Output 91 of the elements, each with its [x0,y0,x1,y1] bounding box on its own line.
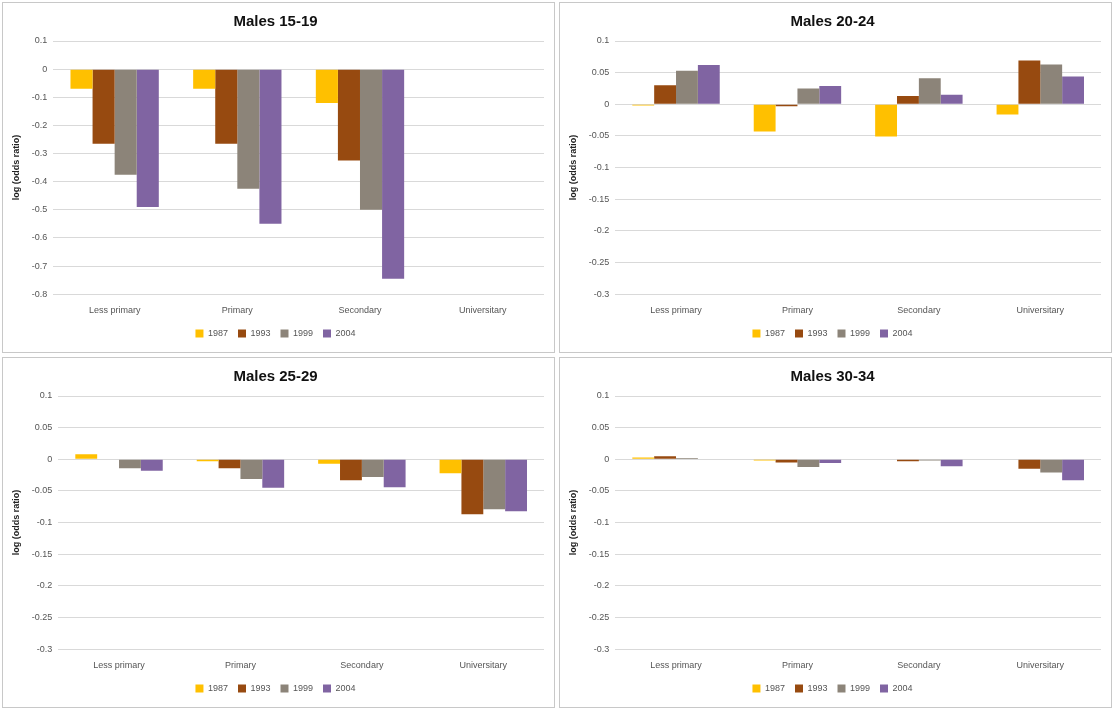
y-axis-title: log (odds ratio) [10,489,21,556]
x-tick-label: Less primary [650,305,703,316]
y-tick-label: 0.05 [591,67,610,78]
y-tick-label: -0.1 [31,91,48,102]
y-tick-label: -0.6 [31,232,48,243]
y-tick-label: -0.3 [36,643,53,654]
bar [1018,60,1041,104]
bar [1040,64,1063,104]
y-tick-label: 0.1 [596,390,610,401]
y-tick-label: -0.1 [36,517,53,528]
x-tick-label: Primary [221,305,254,316]
x-tick-label: Less primary [650,660,703,671]
bar [753,104,776,132]
legend-label: 2004 [335,327,356,338]
y-tick-label: -0.2 [593,580,610,591]
y-axis-title: log (odds ratio) [567,134,578,201]
y-tick-label: -0.4 [31,176,48,187]
y-tick-label: -0.15 [31,548,53,559]
chart-title: Males 30-34 [790,367,876,385]
legend-label: 1993 [250,682,271,693]
bar [819,85,842,104]
y-tick-label: 0.1 [34,35,48,46]
x-tick-label: Primary [781,660,814,671]
x-tick-label: Secondary [338,305,382,316]
y-axis-title: log (odds ratio) [567,489,578,556]
y-tick-label: -0.8 [31,288,48,299]
y-tick-label: 0.1 [39,390,53,401]
y-tick-label: 0 [42,63,48,74]
x-tick-label: Universitary [459,660,508,671]
legend-label: 1987 [207,327,228,338]
y-tick-label: -0.3 [593,643,610,654]
legend-label: 1999 [850,327,871,338]
chart-title: Males 15-19 [233,12,318,30]
y-tick-label: 0 [47,453,53,464]
x-tick-label: Universitary [458,305,507,316]
legend-label: 2004 [892,327,913,338]
bar [897,96,919,104]
bar [918,78,941,104]
y-tick-label: -0.2 [593,225,610,236]
legend-label: 1993 [250,327,271,338]
legend-label: 1999 [850,682,871,693]
bar [940,94,963,104]
x-tick-label: Primary [781,305,814,316]
legend-label: 2004 [892,682,913,693]
y-tick-label: -0.2 [31,119,48,130]
y-tick-label: 0 [604,98,610,109]
y-tick-label: -0.25 [588,257,610,268]
x-tick-label: Secondary [897,660,941,671]
x-tick-label: Universitary [1016,660,1065,671]
y-tick-label: -0.05 [588,130,610,141]
chart-title: Males 20-24 [790,12,876,30]
legend-label: 1987 [764,682,785,693]
bar [676,70,698,104]
y-tick-label: -0.15 [588,193,610,204]
y-tick-label: 0.05 [34,422,53,433]
x-tick-label: Secondary [340,660,384,671]
legend-label: 1999 [293,682,314,693]
bar [654,85,677,104]
chart-title: Males 25-29 [233,367,318,385]
y-tick-label: -0.1 [593,162,610,173]
bar [697,65,720,104]
legend-label: 1993 [807,327,828,338]
legend-label: 1993 [807,682,828,693]
y-tick-label: -0.15 [588,548,610,559]
bar [797,88,820,104]
y-tick-label: -0.3 [31,148,48,159]
y-tick-label: 0.1 [596,35,610,46]
y-tick-label: 0.05 [591,422,610,433]
x-tick-label: Primary [224,660,257,671]
y-tick-label: -0.05 [31,485,53,496]
legend-label: 1987 [207,682,228,693]
y-tick-label: -0.25 [588,612,610,623]
x-tick-label: Less primary [93,660,146,671]
y-tick-label: -0.5 [31,204,48,215]
legend-label: 1999 [293,327,314,338]
bar [996,104,1019,115]
y-tick-label: -0.1 [593,517,610,528]
y-tick-label: -0.05 [588,485,610,496]
x-tick-label: Less primary [88,305,141,316]
x-tick-label: Secondary [897,305,941,316]
y-tick-label: -0.3 [593,288,610,299]
y-axis-title: log (odds ratio) [10,134,21,201]
y-tick-label: -0.25 [31,612,53,623]
bar [875,104,898,137]
y-tick-label: 0 [604,453,610,464]
y-tick-label: -0.7 [31,260,48,271]
legend-label: 1987 [764,327,785,338]
bar [1062,76,1084,104]
x-tick-label: Universitary [1016,305,1065,316]
legend-label: 2004 [335,682,356,693]
y-tick-label: -0.2 [36,580,53,591]
